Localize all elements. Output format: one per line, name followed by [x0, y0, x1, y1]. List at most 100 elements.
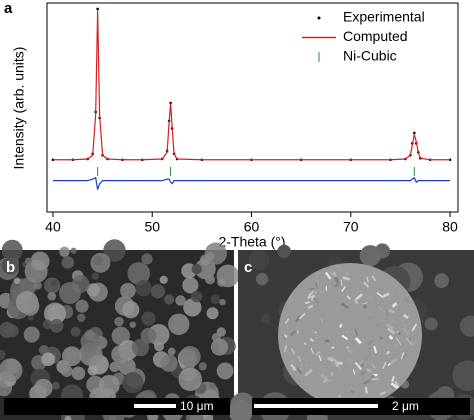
- scale-bar-label: 10 μm: [180, 399, 214, 413]
- sem-flake: [377, 305, 386, 313]
- sem-flake: [337, 394, 342, 398]
- sem-particle: [1, 257, 20, 275]
- sem-particle: [190, 290, 203, 303]
- sem-flake: [282, 333, 286, 342]
- sem-flake: [315, 283, 318, 289]
- sem-particle: [0, 349, 6, 360]
- sem-particle: [59, 246, 70, 258]
- data-line: [52, 176, 451, 190]
- plot-frame: [46, 2, 459, 213]
- sem-flake: [334, 283, 340, 288]
- sem-particle: [210, 294, 221, 305]
- sem-particle: [20, 296, 40, 316]
- sem-particle: [164, 294, 175, 305]
- sem-flake: [340, 302, 349, 309]
- sem-particle: [191, 263, 202, 275]
- sem-background: [261, 314, 271, 324]
- sem-flake: [391, 302, 398, 308]
- sem-flake: [304, 301, 310, 305]
- sem-flake: [387, 327, 396, 335]
- sem-flake: [352, 369, 356, 375]
- sem-flake: [364, 352, 373, 361]
- sem-particle: [205, 252, 215, 261]
- x-tick-label: 40: [45, 219, 61, 235]
- sem-background: [434, 273, 449, 288]
- sem-particle: [183, 298, 202, 317]
- sem-flake: [394, 343, 398, 349]
- sem-flake: [323, 379, 331, 384]
- sem-flake: [354, 293, 363, 301]
- sem-flake: [385, 350, 391, 355]
- sem-flake: [371, 363, 377, 370]
- sem-flake: [351, 341, 357, 346]
- sem-particle: [122, 372, 144, 394]
- sem-particle: [120, 282, 136, 299]
- sem-particle: [216, 327, 226, 337]
- sem-flake: [394, 381, 400, 389]
- sem-particle: [179, 345, 201, 368]
- sem-particle: [51, 381, 60, 390]
- sem-particle: [194, 258, 216, 280]
- sem-particle: [135, 279, 152, 297]
- sem-particle: [209, 382, 216, 389]
- sem-particle: [219, 298, 226, 306]
- sem-flake: [402, 313, 409, 319]
- sem-flake: [403, 327, 409, 336]
- sem-flake: [341, 334, 349, 341]
- sem-particle: [6, 324, 19, 338]
- sem-particle: [77, 313, 86, 322]
- sem-flake: [304, 342, 307, 345]
- sem-flake: [416, 334, 419, 337]
- sem-flake: [296, 367, 303, 374]
- sem-flake: [309, 338, 314, 342]
- sem-particle: [43, 302, 67, 325]
- sem-particle: [27, 314, 35, 321]
- sem-flake: [330, 356, 338, 364]
- sem-particle: [111, 345, 130, 364]
- sem-particle: [91, 272, 99, 280]
- sem-flake: [353, 298, 359, 305]
- sem-flake: [405, 337, 414, 346]
- sem-flake: [322, 378, 328, 384]
- sem-flake: [314, 331, 317, 334]
- sem-flake: [379, 391, 386, 396]
- sem-particle: [24, 257, 33, 265]
- sem-flake: [342, 276, 351, 281]
- sem-background: [228, 399, 253, 420]
- sem-flake: [376, 292, 384, 299]
- sem-particle: [168, 313, 190, 335]
- sem-particle: [13, 277, 21, 285]
- sem-flake: [383, 292, 390, 298]
- sem-particle: [98, 374, 120, 396]
- sem-flake: [388, 308, 395, 314]
- sem-particle: [60, 365, 73, 377]
- sem-particle: [131, 338, 150, 357]
- sem-flake: [382, 361, 387, 370]
- scale-bar: [254, 404, 378, 408]
- sem-flake: [367, 315, 374, 321]
- sem-particle: [210, 338, 229, 356]
- sem-flake: [371, 275, 377, 282]
- panel-label: c: [244, 259, 252, 276]
- sem-flake: [386, 323, 394, 330]
- sem-particle: [41, 352, 55, 367]
- sem-flake: [354, 328, 359, 336]
- sem-particle: [34, 378, 53, 398]
- sem-flake: [298, 312, 306, 320]
- sem-flake: [366, 368, 372, 373]
- sem-flake: [367, 339, 374, 347]
- sem-flake: [341, 286, 346, 292]
- sem-flake: [354, 362, 362, 370]
- sem-flake: [360, 370, 367, 376]
- sem-background: [452, 360, 474, 391]
- sem-flake: [372, 378, 379, 381]
- sem-flake: [320, 373, 329, 381]
- sem-flake: [397, 288, 401, 295]
- sem-flake: [356, 368, 359, 374]
- sem-flake: [314, 290, 318, 294]
- sem-particle: [84, 329, 96, 341]
- sem-flake: [358, 359, 365, 366]
- x-tick-label: 70: [343, 219, 359, 235]
- sem-particle: [127, 262, 151, 285]
